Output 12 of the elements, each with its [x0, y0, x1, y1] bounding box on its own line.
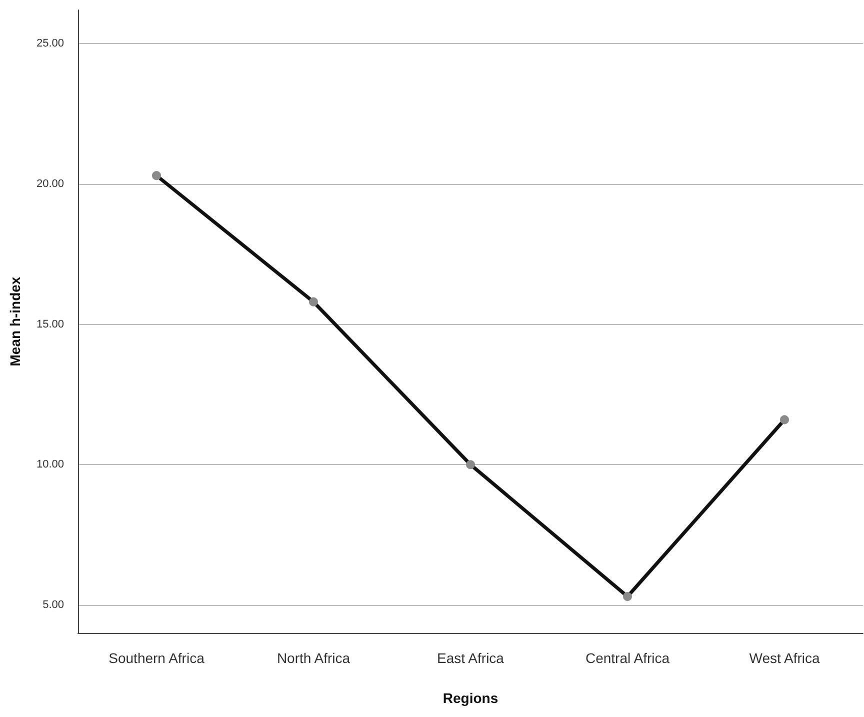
y-tick-label: 20.00	[36, 178, 64, 190]
x-tick-label: West Africa	[749, 650, 820, 666]
y-axis-title: Mean h-index	[7, 276, 23, 366]
y-tick-label: 15.00	[36, 318, 64, 330]
x-tick-label: Central Africa	[585, 650, 670, 666]
x-tick-label: Southern Africa	[108, 650, 205, 666]
y-tick-label: 10.00	[36, 458, 64, 471]
x-axis-title: Regions	[442, 690, 498, 706]
x-tick-label: North Africa	[276, 650, 350, 666]
y-tick-label: 25.00	[36, 38, 64, 50]
y-tick-label: 5.00	[42, 598, 64, 611]
x-tick-label: East Africa	[437, 650, 504, 666]
